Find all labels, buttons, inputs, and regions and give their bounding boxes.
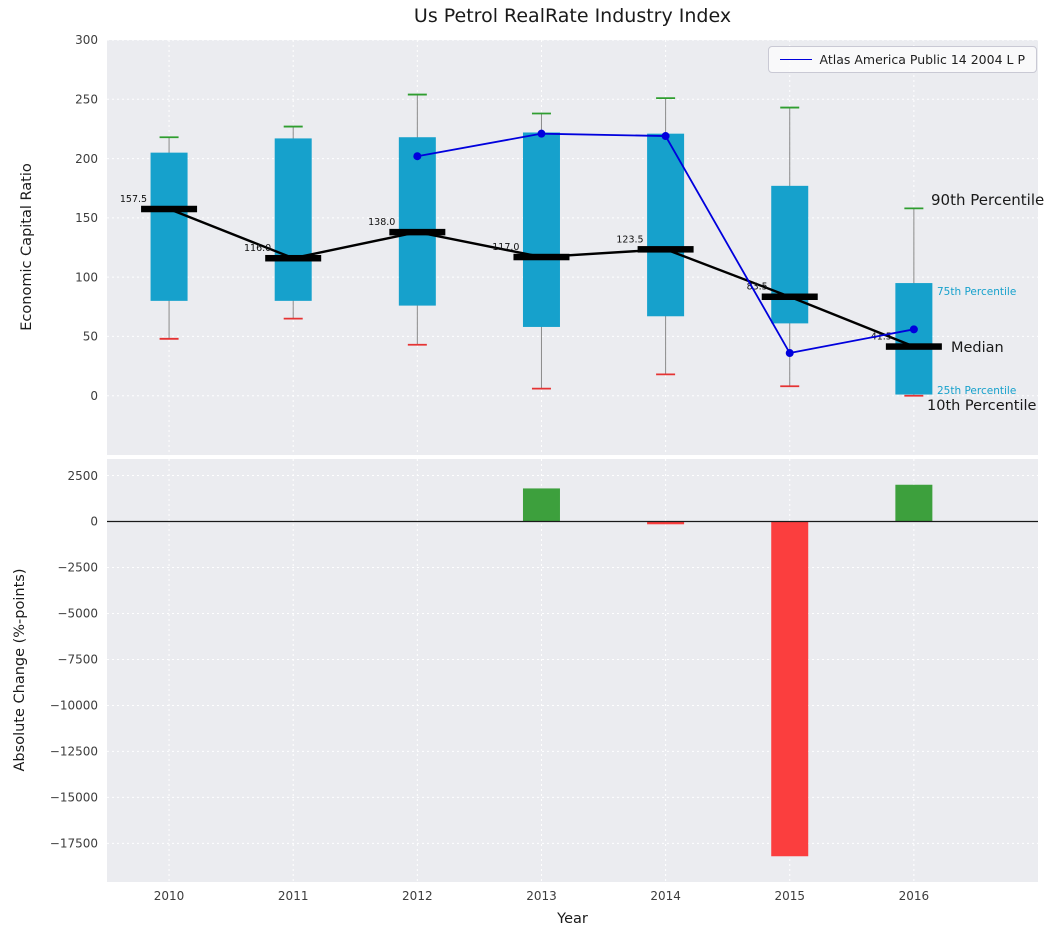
- chart-title: Us Petrol RealRate Industry Index: [413, 5, 732, 27]
- top-panel-background: [107, 40, 1038, 455]
- top-ylabel: Economic Capital Ratio: [19, 163, 35, 331]
- median-dash: [885, 343, 942, 350]
- iqr-bar: [895, 283, 933, 395]
- iqr-bar: [398, 137, 436, 306]
- median-dash: [141, 205, 198, 213]
- median-value-label: 117.0: [492, 242, 519, 253]
- series-marker: [785, 349, 794, 358]
- median-dash: [637, 246, 694, 253]
- series-marker: [909, 325, 918, 334]
- iqr-bar: [150, 152, 188, 301]
- bottom-y-tick-label: −12500: [50, 745, 98, 759]
- top-y-tick-label: 150: [75, 211, 98, 225]
- bottom-ylabel: Absolute Change (%-points): [12, 568, 28, 772]
- iqr-bar: [522, 132, 560, 327]
- median-value-label: 123.5: [616, 234, 643, 245]
- change-bar-negative: [647, 521, 685, 525]
- change-bar-negative: [771, 521, 809, 857]
- median-dash: [761, 293, 818, 301]
- annotation-25th-percentile: 25th Percentile: [937, 385, 1017, 397]
- median-value-label: 157.5: [120, 194, 147, 205]
- median-dash: [389, 228, 446, 236]
- bottom-y-tick-label: 0: [90, 515, 98, 529]
- x-axis-label: Year: [557, 911, 588, 927]
- median-value-label: 41.5: [871, 332, 892, 343]
- series-marker: [661, 132, 670, 141]
- top-y-tick-label: 50: [83, 330, 98, 344]
- iqr-bar: [274, 138, 312, 301]
- legend-label: Atlas America Public 14 2004 L P: [819, 52, 1026, 67]
- legend-line-sample-icon: [779, 59, 812, 60]
- change-bar-positive: [895, 484, 933, 522]
- change-bar-positive: [522, 488, 560, 522]
- median-dash: [265, 254, 322, 262]
- iqr-bar: [647, 133, 685, 317]
- bottom-y-tick-label: −5000: [57, 607, 98, 621]
- x-tick-label: 2012: [402, 889, 433, 903]
- median-dash: [513, 253, 570, 261]
- bottom-y-tick-label: −10000: [50, 699, 98, 713]
- annotation-median: Median: [951, 340, 1004, 356]
- x-tick-label: 2015: [774, 889, 805, 903]
- annotation-90th-percentile: 90th Percentile: [931, 191, 1045, 209]
- legend: Atlas America Public 14 2004 L P: [767, 46, 1037, 73]
- series-marker: [537, 129, 546, 138]
- bottom-panel-background: [107, 459, 1038, 882]
- bottom-y-tick-label: −17500: [50, 837, 98, 851]
- x-tick-label: 2010: [154, 889, 185, 903]
- x-tick-label: 2011: [278, 889, 309, 903]
- bottom-y-tick-label: 2500: [67, 469, 98, 483]
- top-y-tick-label: 0: [90, 389, 98, 403]
- top-y-tick-label: 300: [75, 33, 98, 47]
- bottom-y-tick-label: −7500: [57, 653, 98, 667]
- x-tick-label: 2013: [526, 889, 557, 903]
- series-marker: [413, 152, 422, 161]
- bottom-y-tick-label: −2500: [57, 561, 98, 575]
- x-tick-label: 2014: [650, 889, 681, 903]
- bottom-y-tick-label: −15000: [50, 791, 98, 805]
- annotation-10th-percentile: 10th Percentile: [927, 398, 1037, 414]
- top-y-tick-label: 250: [75, 92, 98, 106]
- median-value-label: 116.0: [244, 243, 271, 254]
- top-y-tick-label: 100: [75, 270, 98, 284]
- annotation-75th-percentile: 75th Percentile: [937, 286, 1017, 298]
- median-value-label: 83.5: [747, 282, 768, 293]
- top-y-tick-label: 200: [75, 152, 98, 166]
- x-tick-label: 2016: [899, 889, 930, 903]
- median-value-label: 138.0: [368, 217, 395, 228]
